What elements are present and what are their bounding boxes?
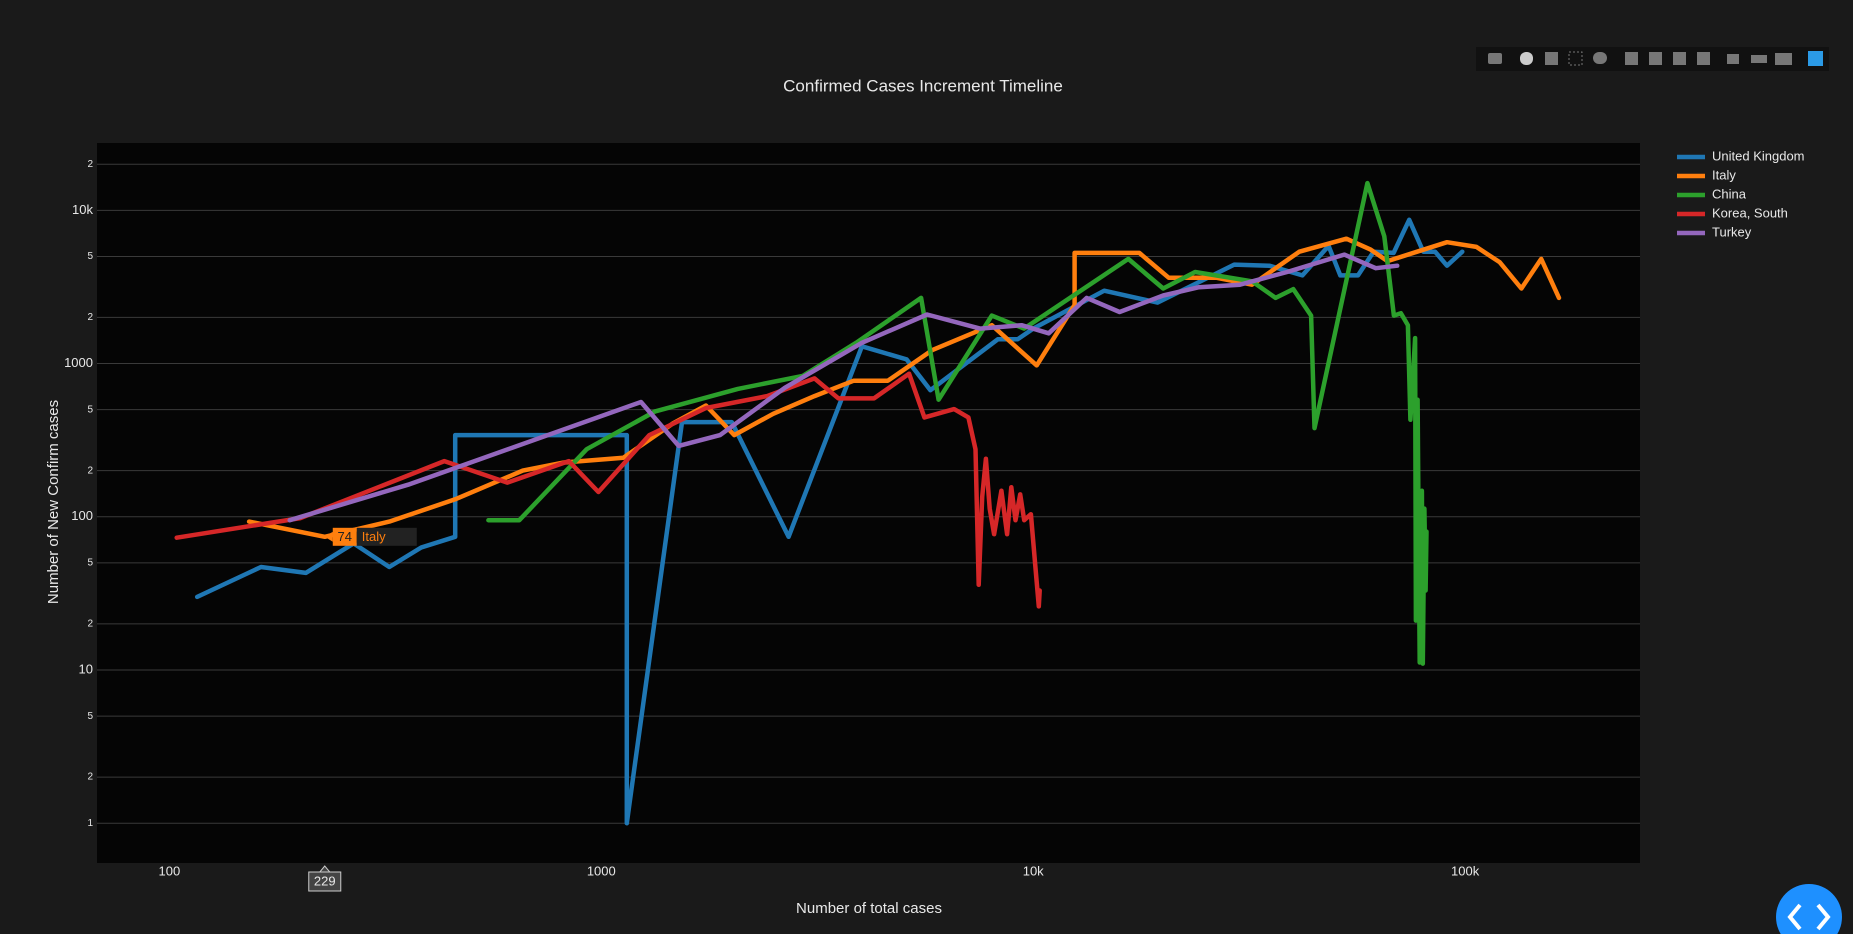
lines (174, 180, 1562, 826)
y-tick-label: 10 (79, 661, 93, 676)
hover-pointer (324, 531, 333, 542)
spike-button[interactable] (1727, 54, 1739, 64)
y-tick-label: 5 (87, 711, 93, 722)
legend-label: Turkey (1712, 224, 1752, 239)
legend-label: Italy (1712, 167, 1736, 182)
y-axis-title: Number of New Confirm cases (45, 400, 62, 604)
pan-button[interactable] (1545, 52, 1558, 65)
hover-value: 74 (338, 529, 352, 544)
y-tick-label: 2 (87, 619, 93, 630)
x-tick-label: 100k (1451, 863, 1480, 878)
hover-closest-button[interactable] (1751, 55, 1767, 63)
series-line (287, 252, 1400, 523)
zoom-out-button[interactable] (1649, 52, 1662, 65)
hover-name-box (356, 527, 417, 546)
autoscale-button[interactable] (1673, 52, 1686, 65)
legend-label: Korea, South (1712, 205, 1788, 220)
nav-arrows[interactable] (1787, 903, 1831, 931)
hover-value-box (332, 527, 357, 546)
y-tick-label: 1 (87, 818, 93, 829)
reset-button[interactable] (1697, 52, 1710, 65)
y-tick-label: 100 (71, 508, 93, 523)
nav-button[interactable] (1776, 884, 1842, 934)
hover-x-label: 229 (314, 873, 336, 888)
legend-label: United Kingdom (1712, 148, 1805, 163)
y-tick-label: 1000 (64, 355, 93, 370)
x-tick-label: 1000 (587, 863, 616, 878)
x-axis-title: Number of total cases (796, 900, 942, 917)
series-line (246, 236, 1562, 540)
labels: 1 2 5 10 2 5 100 2 5 1000 2 5 10k 2 100 1000 10k 100k (64, 159, 1480, 879)
series-line (174, 371, 1042, 609)
camera-button[interactable] (1488, 53, 1502, 64)
y-tick-label: 2 (87, 772, 93, 783)
x-tick-label: 10k (1023, 863, 1044, 878)
x-tick-label: 100 (158, 863, 180, 878)
zoom-in-button[interactable] (1625, 52, 1638, 65)
lasso-button[interactable] (1593, 52, 1607, 64)
hover-compare-button[interactable] (1775, 53, 1792, 65)
zoom-button[interactable] (1520, 52, 1533, 65)
logo[interactable] (1808, 51, 1823, 66)
y-tick-label: 5 (87, 404, 93, 415)
grid (97, 163, 1640, 824)
legend-label: China (1712, 186, 1747, 201)
hover-tooltip: 74 Italy 229 (308, 527, 417, 892)
chart-title: Confirmed Cases Increment Timeline (783, 76, 1063, 95)
y-tick-label: 5 (87, 558, 93, 569)
y-tick-label: 2 (87, 312, 93, 323)
toolbar (1476, 47, 1829, 71)
y-tick-label: 2 (87, 159, 93, 170)
hover-x-box (308, 871, 342, 892)
y-tick-label: 5 (87, 251, 93, 262)
legend: United Kingdom Italy China Korea, South Turk… (1677, 148, 1805, 239)
hover-series: Italy (362, 529, 386, 544)
box-select-button[interactable] (1568, 51, 1583, 66)
y-tick-label: 2 (87, 465, 93, 476)
plot-area (97, 143, 1640, 863)
y-tick-label: 10k (72, 202, 93, 217)
